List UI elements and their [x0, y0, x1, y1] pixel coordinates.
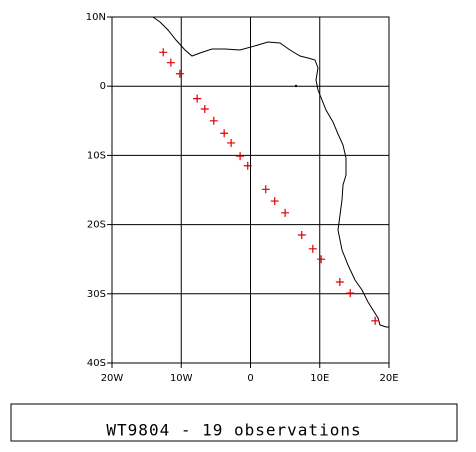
y-tick-label: 40S: [87, 358, 106, 369]
observation-marker: [335, 278, 344, 287]
observation-marker: [371, 316, 380, 325]
observation-marker: [227, 138, 236, 147]
observation-marker: [175, 69, 184, 78]
observation-marker: [193, 94, 202, 103]
y-tick-label: 20S: [87, 220, 106, 231]
caption-box: [10, 403, 458, 442]
x-tick-label: 0: [247, 373, 253, 384]
observation-marker: [270, 197, 279, 206]
x-tick-label: 20E: [379, 373, 398, 384]
x-tick-label: 10E: [310, 373, 329, 384]
y-tick-label: 0: [100, 81, 106, 92]
observation-marker: [236, 152, 245, 161]
observation-marker: [281, 208, 290, 217]
observation-marker: [243, 161, 252, 170]
coastline: [152, 16, 389, 328]
observation-marker: [261, 185, 270, 194]
observation-marker: [166, 58, 175, 67]
x-tick-label: 20W: [101, 373, 124, 384]
observation-marker: [159, 48, 168, 57]
observation-marker: [297, 230, 306, 239]
y-tick-label: 30S: [87, 289, 106, 300]
observation-marker: [308, 244, 317, 253]
y-tick-label: 10S: [87, 150, 106, 161]
island: [294, 84, 298, 88]
observation-marker: [200, 105, 209, 114]
y-tick-label: 10N: [86, 12, 106, 23]
observation-marker: [209, 116, 218, 125]
caption: WT9804 - 19 observations: [106, 421, 361, 440]
observation-marker: [317, 255, 326, 264]
observation-marker: [346, 289, 355, 298]
x-tick-label: 10W: [170, 373, 193, 384]
observation-marker: [220, 129, 229, 138]
